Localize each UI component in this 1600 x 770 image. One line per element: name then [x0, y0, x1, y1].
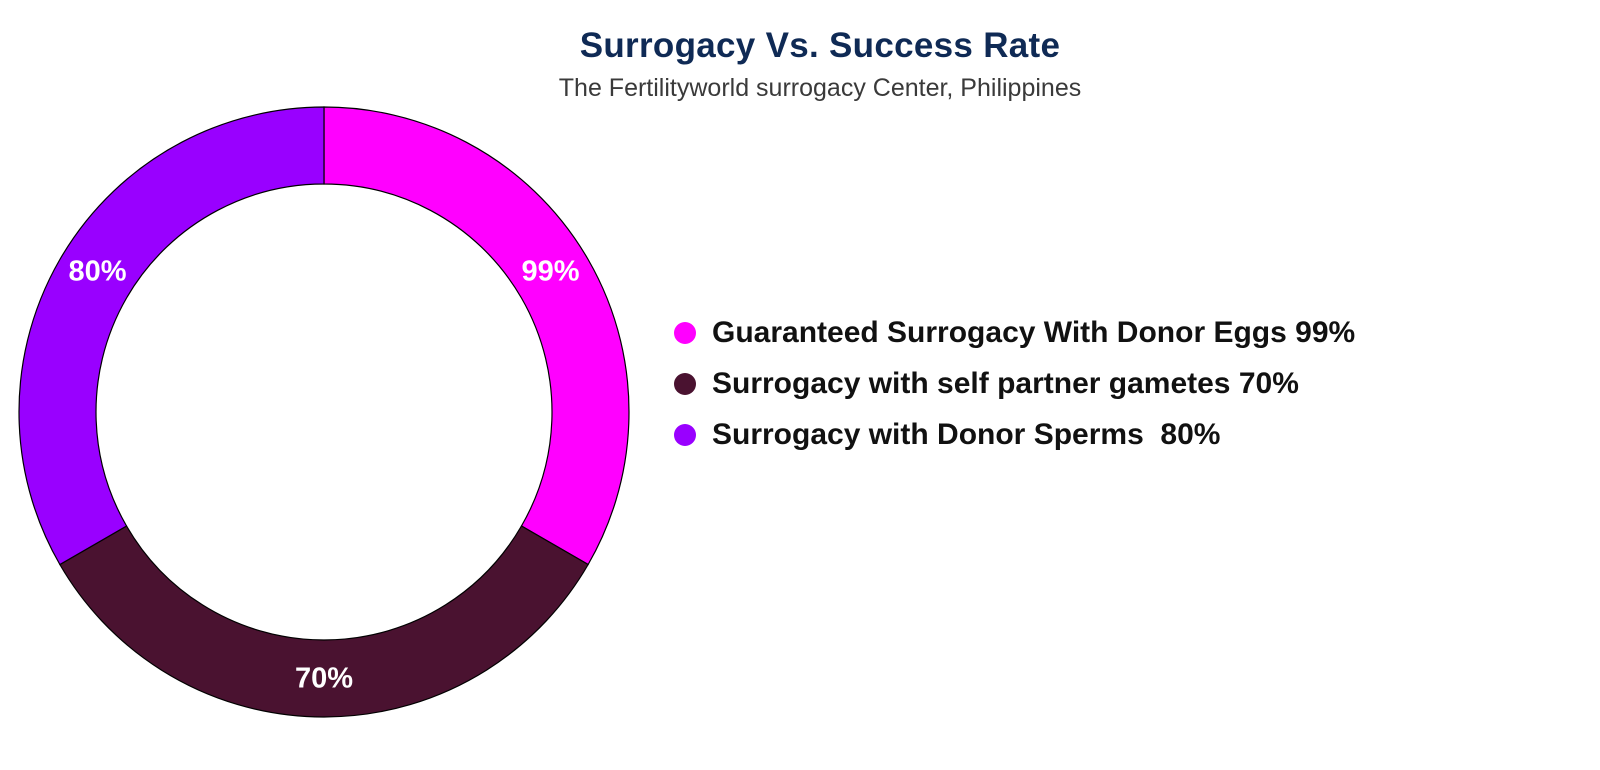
- slice-value-label: 80%: [68, 256, 126, 288]
- legend-label: Guaranteed Surrogacy With Donor Eggs 99%: [712, 315, 1356, 349]
- legend-item: Guaranteed Surrogacy With Donor Eggs 99%: [674, 307, 1355, 358]
- slice-value-label: 99%: [521, 256, 579, 288]
- chart-title: Surrogacy Vs. Success Rate: [579, 26, 1061, 65]
- legend-item: Surrogacy with self partner gametes 70%: [674, 358, 1355, 409]
- chart-legend: Guaranteed Surrogacy With Donor Eggs 99%…: [674, 307, 1355, 460]
- legend-label: Surrogacy with self partner gametes 70%: [712, 366, 1299, 400]
- legend-label: Surrogacy with Donor Sperms 80%: [712, 417, 1221, 451]
- slice-label-layer: 99% 70% 80%: [68, 256, 579, 695]
- legend-marker: [674, 372, 696, 395]
- slice-value-label: 70%: [295, 663, 353, 695]
- donut-slice: [323, 106, 630, 566]
- legend-item: Surrogacy with Donor Sperms 80%: [674, 409, 1355, 460]
- slice-layer: [18, 106, 630, 718]
- legend-marker: [674, 321, 696, 344]
- legend-marker: [674, 423, 696, 446]
- donut-slice: [18, 106, 325, 566]
- chart-subtitle: The Fertilityworld surrogacy Center, Phi…: [558, 74, 1082, 102]
- donut-slice: [59, 525, 589, 718]
